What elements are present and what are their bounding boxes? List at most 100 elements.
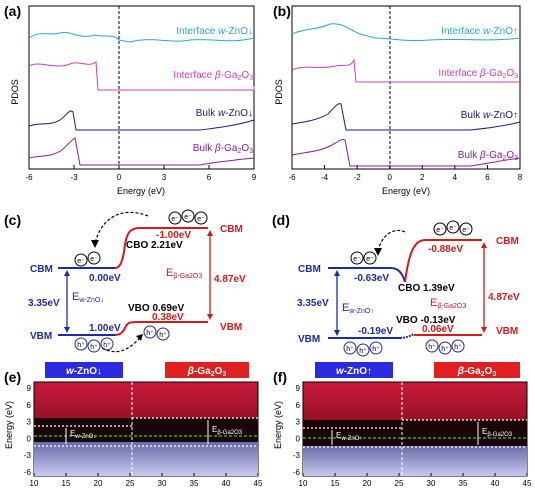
carrier-circle (363, 251, 377, 265)
legend-b-0: Interface w-ZnO↑ (441, 26, 518, 37)
carrier-circle (87, 251, 101, 265)
cbm-left-value-d: -0.63eV (354, 273, 389, 284)
heatmap-e: w-ZnO↓ β-Ga2O3 Ew-ZnO↓ Eβ-Ga2O3 Energy (… (4, 362, 263, 488)
gap-label-left-e: Ew-ZnO↓ (70, 429, 96, 440)
xtick-label: 9 (252, 173, 257, 182)
carrier-label: h⁺ (77, 342, 85, 349)
gap-right-value-c: 4.87eV (214, 274, 246, 285)
legend-a-0: Interface w-ZnO↓ (176, 26, 253, 37)
cbm-rise-d (404, 239, 426, 283)
series-bulk-wzno-a (28, 110, 255, 131)
vbm-left-label-c: VBM (30, 331, 52, 342)
ylabel-a: PDOS (10, 79, 20, 105)
xtick-label: 4 (453, 173, 458, 182)
cbo-label-d: CBO 1.39eV (398, 283, 455, 294)
carrier-label: h⁺ (441, 346, 449, 353)
band-diagram-d: CBM VBM 3.35eV CBM VBM 4.87eV -0.63eV -0… (297, 220, 520, 357)
carrier-label: h⁺ (90, 344, 98, 351)
cbm-left-value-c: 0.00eV (89, 273, 121, 284)
ytick-label: -6 (293, 468, 301, 477)
vbm-right-value-c: 0.38eV (152, 312, 184, 323)
carrier-label: h⁺ (428, 344, 436, 351)
vbm-left-label-d: VBM (298, 334, 320, 345)
series-interface-ga2o3-b (291, 58, 520, 83)
cbm-right-label-c: CBM (220, 224, 243, 235)
electron-transfer-arrow-d (377, 229, 406, 253)
e-right-label-d: Eβ-Ga2O3 (430, 297, 466, 310)
vbm-right-value-d: 0.06eV (422, 324, 454, 335)
series-interface-ga2o3-a (28, 61, 255, 91)
xtick-label: 40 (491, 479, 500, 488)
hole-transfer-arrow-c (101, 337, 141, 353)
xtick-label: -6 (288, 173, 296, 182)
carriers-c: e⁻ e⁻ e⁻ e⁻ e⁻ h⁺ h⁺ h⁺ h⁺ h⁺ (74, 209, 208, 353)
xtick-label: 35 (459, 479, 468, 488)
xtick-label: 15 (62, 479, 71, 488)
vbm-left-value-c: 1.00eV (89, 323, 121, 334)
xtick-label: 0 (387, 173, 392, 182)
xtick-label: 8 (518, 173, 523, 182)
carrier-label: h⁺ (146, 330, 154, 337)
carrier-circle (356, 343, 370, 357)
carrier-label: e⁻ (171, 216, 179, 223)
carrier-label: h⁺ (159, 332, 167, 339)
region-box-ga2o3-f (434, 362, 520, 378)
plot-b-frame (291, 5, 521, 170)
vbm-right-label-c: VBM (220, 322, 242, 333)
carrier-circle (446, 220, 460, 234)
xtick-label: 25 (395, 479, 404, 488)
carrier-circle (194, 211, 208, 225)
panel-b-label: (b) (273, 3, 291, 19)
series-bulk-ga2o3-a (28, 137, 255, 166)
carrier-circle (343, 341, 357, 355)
carrier-circle (87, 339, 101, 353)
electron-arrow-head-c (91, 240, 99, 248)
cbm-right-value-d: -0.88eV (428, 244, 463, 255)
cbm-bend-d (389, 267, 406, 283)
gap-left-value-c: 3.35eV (28, 298, 60, 309)
legend-a-3: Bulk β-Ga2O3 (193, 143, 253, 155)
carrier-circle (425, 339, 439, 353)
ytick-label: 9 (296, 384, 301, 393)
legend-b-1: Interface β-Ga2O3 (438, 68, 518, 80)
gap-label-right-e: Eβ-Ga2O3 (212, 425, 243, 436)
carrier-label: e⁻ (449, 225, 457, 232)
carrier-label: e⁻ (90, 256, 98, 263)
xtick-label: 3 (162, 173, 167, 182)
xlabel-b: Energy (eV) (382, 186, 430, 196)
carrier-label: e⁻ (436, 227, 444, 234)
xtick-label: -6 (25, 173, 33, 182)
carrier-label: h⁺ (372, 346, 380, 353)
e-right-label-c: Eβ-Ga2O3 (166, 267, 202, 280)
carrier-label: e⁻ (353, 256, 361, 263)
carrier-label: h⁺ (103, 342, 111, 349)
gap-left-value-d: 3.35eV (297, 298, 329, 309)
ytick-label: -6 (24, 468, 32, 477)
ytick-label: 9 (27, 384, 32, 393)
legend-a-2: Bulk w-ZnO↓ (196, 108, 253, 119)
series-bulk-wzno-b (291, 103, 521, 131)
ylabel-f: Energy (eV) (273, 401, 283, 449)
vbm-bend-c (114, 321, 141, 336)
carrier-label: e⁻ (197, 216, 205, 223)
xtick-label: 10 (299, 479, 308, 488)
heatmap-valence-e (34, 442, 258, 476)
pdos-chart-a: PDOS Energy (eV) -6 -3 0 3 6 9 Interface w-Zn… (10, 5, 257, 196)
carrier-label: e⁻ (462, 227, 470, 234)
xtick-label: 20 (94, 479, 103, 488)
series-bulk-ga2o3-b (291, 139, 521, 167)
region-label-wzno-e: w-ZnO↓ (66, 366, 102, 377)
legend-b-3: Bulk β-Ga2O3 (458, 150, 518, 162)
xtick-label: 15 (331, 479, 340, 488)
carrier-circle (369, 341, 383, 355)
panel-e-label: (e) (4, 369, 21, 385)
xticks-b: -6 -4 -2 0 2 4 6 8 (288, 165, 523, 182)
cbm-left-label-c: CBM (30, 264, 53, 275)
series-interface-wzno-a (28, 31, 255, 43)
ytick-label: -3 (24, 451, 32, 460)
legend-b-2: Bulk w-ZnO↑ (461, 110, 518, 121)
xticks-a: -6 -3 0 3 6 9 (25, 165, 257, 182)
